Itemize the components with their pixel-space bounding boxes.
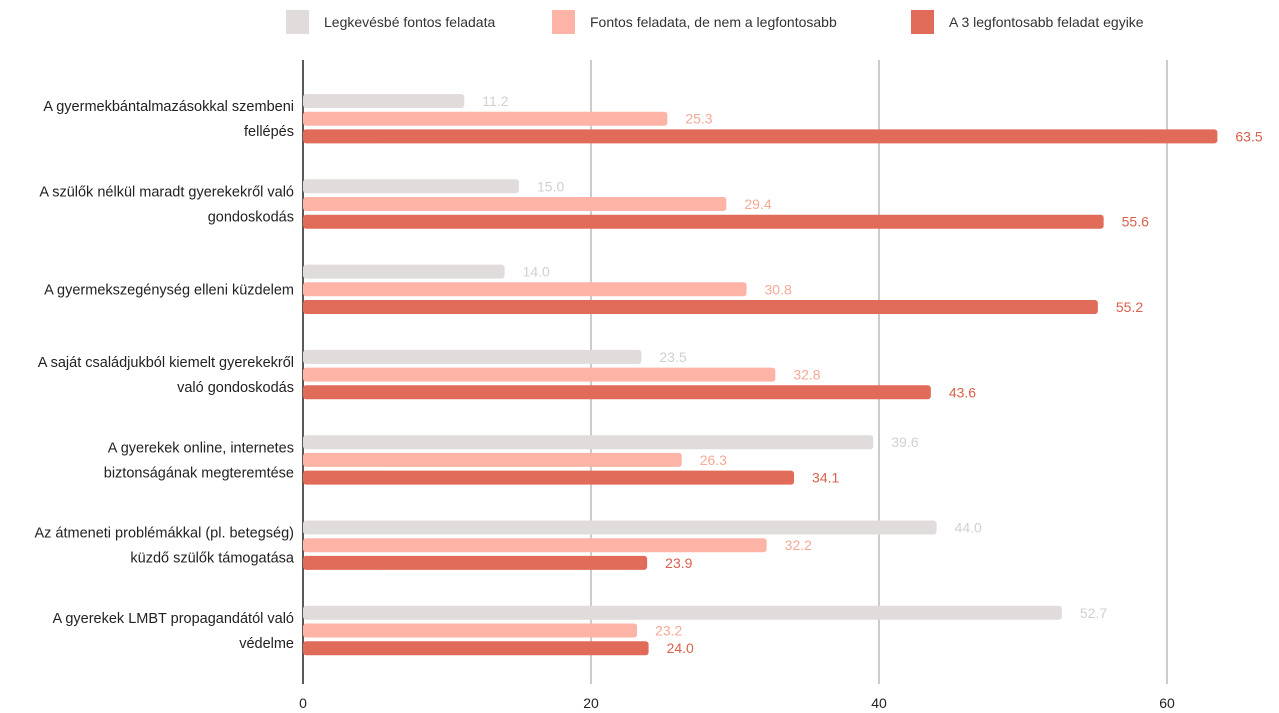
bar: [303, 349, 642, 364]
x-tick-label: 40: [871, 695, 887, 711]
bar: [303, 452, 682, 467]
legend-swatch: [911, 10, 934, 34]
bar: [303, 94, 465, 108]
bar: [303, 623, 638, 638]
bar: [303, 179, 519, 194]
legend-entry: A 3 legfontosabb feladat egyike: [949, 14, 1144, 30]
x-tick-label: 0: [299, 695, 307, 711]
x-tick-label: 60: [1159, 695, 1175, 711]
bar: [303, 538, 767, 553]
data-label: 34.1: [812, 470, 839, 486]
category-label: A szülők nélkül maradt gyerekekről való g…: [39, 185, 294, 226]
data-label: 11.2: [482, 93, 508, 109]
bar: [303, 367, 776, 382]
bar: [303, 385, 931, 400]
data-label: 26.3: [700, 452, 727, 468]
x-tick-label: 20: [583, 695, 599, 711]
legend-swatch: [286, 10, 309, 34]
data-label: 23.5: [659, 349, 686, 365]
data-label: 23.2: [655, 623, 682, 639]
data-label: 24.0: [667, 640, 694, 656]
legend-swatch: [552, 10, 575, 34]
data-label: 32.2: [785, 537, 812, 553]
value-labels: 11.2 25.3 63.5 15.0 29.4 55.6 14.0 30.8 55.2 23.5…: [482, 93, 1263, 656]
data-label: 63.5: [1235, 128, 1262, 144]
category-label: A gyermekszegénység elleni küzdelem: [44, 282, 294, 298]
legend-entry: Legkevésbé fontos feladata: [324, 14, 495, 30]
data-label: 55.2: [1116, 299, 1143, 315]
data-label: 29.4: [744, 196, 771, 212]
data-label: 25.3: [685, 111, 712, 127]
bar: [303, 641, 649, 656]
data-label: 39.6: [891, 434, 918, 450]
category-labels: A gyermekbántalmazásokkal szembeni fellép…: [34, 99, 294, 652]
data-label: 44.0: [955, 520, 982, 536]
bar: [303, 129, 1218, 144]
data-label: 23.9: [665, 555, 692, 571]
data-label: 14.0: [523, 264, 550, 280]
bar: [303, 214, 1104, 229]
bar: [303, 605, 1062, 620]
category-label: A gyerekek online, internetes biztonságán…: [104, 440, 294, 481]
bar: [303, 300, 1098, 314]
x-tick-labels: 0 20 40 60: [299, 695, 1175, 711]
bar: [303, 111, 668, 126]
bar: [303, 282, 747, 297]
category-label: A gyermekbántalmazásokkal szembeni fellép…: [43, 99, 294, 140]
category-label: A saját családjukból kiemelt gyerekekről…: [38, 355, 294, 396]
bar: [303, 197, 727, 211]
bar: [303, 555, 648, 570]
data-label: 52.7: [1080, 605, 1107, 621]
legend-entry: Fontos feladata, de nem a legfontosabb: [590, 14, 837, 30]
bar: [303, 435, 874, 450]
bar: [303, 520, 937, 535]
legend: Legkevésbé fontos feladata Fontos feladat…: [286, 10, 1144, 34]
data-label: 55.6: [1122, 214, 1149, 230]
category-label: Az átmeneti problémákkal (pl. betegség) k…: [34, 526, 294, 567]
bar: [303, 264, 505, 279]
data-label: 32.8: [793, 367, 820, 383]
data-label: 30.8: [765, 281, 792, 297]
bars: [303, 94, 1218, 656]
category-label: A gyerekek LMBT propagandától való védelm…: [52, 611, 294, 652]
data-label: 15.0: [537, 178, 564, 194]
bar: [303, 470, 795, 485]
data-label: 43.6: [949, 384, 976, 400]
